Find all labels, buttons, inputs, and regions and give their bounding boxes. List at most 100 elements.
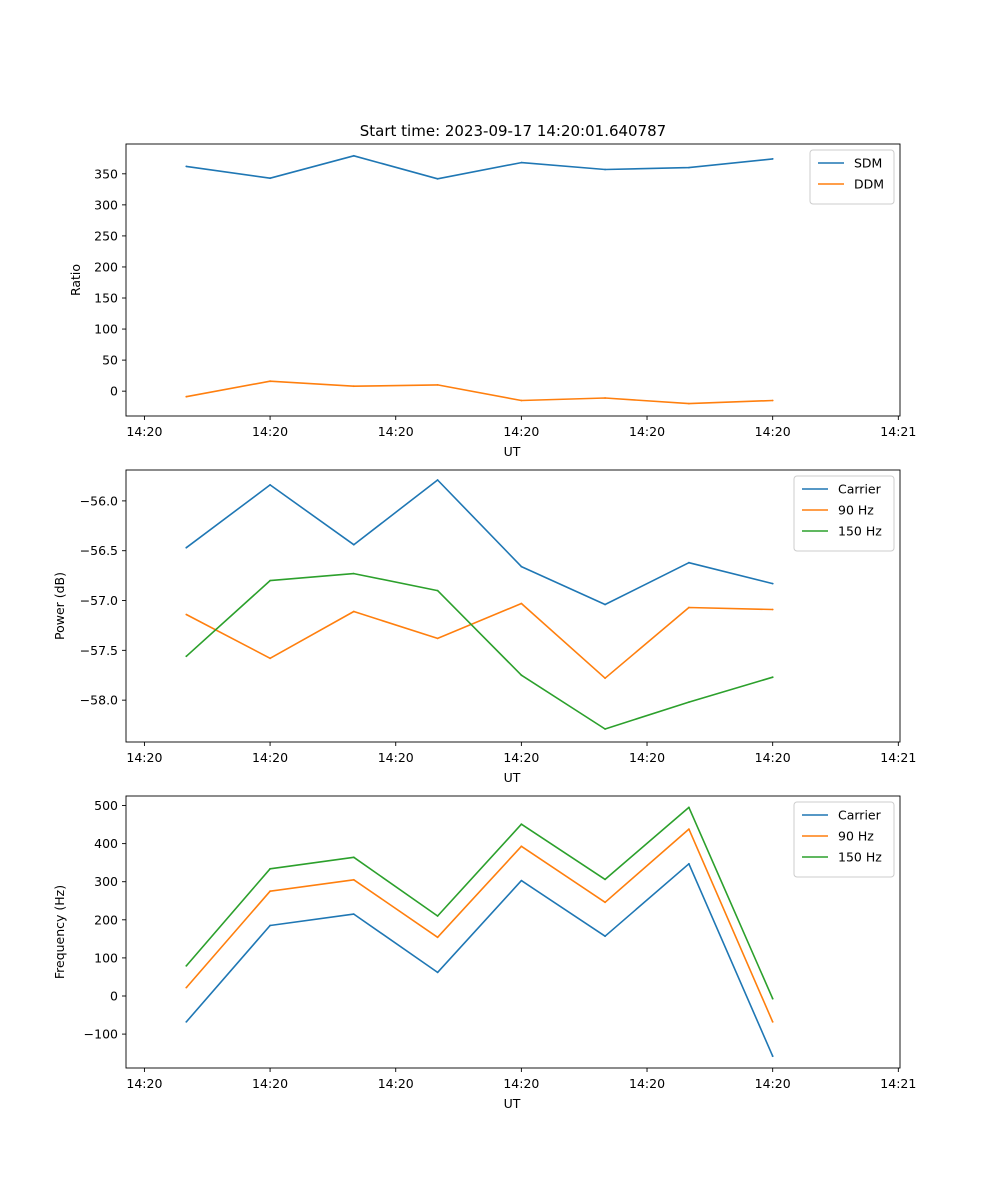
- data-point: [185, 613, 188, 616]
- legend-entry-label: Carrier: [838, 808, 882, 823]
- y-tick-label: 400: [94, 836, 118, 851]
- data-point: [771, 608, 774, 611]
- data-point: [604, 728, 606, 730]
- data-point: [688, 606, 690, 609]
- data-point: [771, 1055, 774, 1058]
- legend: SDM DDM: [809, 149, 895, 205]
- series-line-carrier: [185, 862, 774, 1057]
- y-axis-label: Power (dB): [52, 572, 67, 640]
- legend-entry-label: Carrier: [838, 482, 882, 497]
- y-tick-label: −100: [84, 1027, 118, 1042]
- data-point: [185, 395, 188, 398]
- y-tick-label: 100: [94, 322, 118, 337]
- x-tick-label: 14:21: [880, 424, 916, 439]
- legend-entry-label: SDM: [854, 156, 882, 171]
- data-point: [520, 399, 523, 402]
- x-axis-label: UT: [504, 1096, 521, 1111]
- data-point: [352, 572, 355, 575]
- data-point: [436, 384, 439, 386]
- legend-entry-label: 150 Hz: [838, 850, 882, 865]
- data-point: [352, 878, 355, 881]
- x-axis-label: UT: [504, 444, 521, 459]
- data-point: [688, 806, 690, 809]
- data-point: [436, 479, 439, 481]
- x-tick-label: 14:20: [378, 750, 414, 765]
- data-point: [352, 543, 355, 546]
- data-point: [520, 823, 523, 826]
- y-tick-label: −56.0: [80, 493, 118, 508]
- data-point: [520, 879, 523, 882]
- data-point: [520, 161, 523, 164]
- data-point: [604, 603, 606, 606]
- y-tick-label: 300: [94, 197, 118, 212]
- x-tick-label: 14:20: [252, 750, 288, 765]
- series-line-ddm: [186, 380, 773, 405]
- y-tick-label: 200: [94, 912, 118, 927]
- y-tick-label: −56.5: [80, 543, 118, 558]
- axes-frame: [125, 795, 901, 1069]
- data-point: [185, 986, 188, 989]
- data-point: [688, 701, 690, 703]
- legend-box: [793, 475, 895, 552]
- data-point: [436, 971, 439, 974]
- legend-entry-label: 150 Hz: [838, 524, 882, 539]
- data-point: [604, 677, 606, 680]
- x-tick-label: 14:20: [755, 750, 791, 765]
- x-tick-label: 14:20: [252, 424, 288, 439]
- x-tick-label: 14:20: [126, 1076, 162, 1091]
- data-point: [436, 915, 439, 917]
- chart-title: Start time: 2023-09-17 14:20:01.640787: [360, 122, 666, 140]
- y-tick-label: −57.0: [80, 593, 118, 608]
- legend-entry-label: DDM: [854, 177, 884, 192]
- series-line-150-hz: [185, 806, 774, 1000]
- x-tick-label: 14:20: [378, 1076, 414, 1091]
- panel-2: 14:20 14:20 14:20 14:20 14:20 14:20 14:21 −58.0…: [52, 469, 916, 785]
- data-point: [185, 965, 188, 967]
- x-tick-label: 14:20: [378, 424, 414, 439]
- data-point: [688, 166, 690, 169]
- legend: Carrier 90 Hz 150 Hz: [793, 801, 895, 878]
- data-point: [269, 890, 271, 893]
- axes-frame: [125, 469, 901, 743]
- series-line-sdm: [186, 155, 773, 180]
- data-point: [520, 602, 523, 605]
- data-point: [436, 177, 439, 180]
- legend-entry-label: 90 Hz: [838, 829, 874, 844]
- data-point: [520, 565, 523, 568]
- x-tick-label: 14:20: [755, 424, 791, 439]
- y-tick-label: −58.0: [80, 693, 118, 708]
- data-point: [269, 867, 271, 870]
- y-tick-label: 100: [94, 950, 118, 965]
- x-axis-label: UT: [504, 770, 521, 785]
- y-axis-label: Ratio: [68, 264, 83, 296]
- data-point: [269, 924, 271, 927]
- data-point: [771, 158, 774, 160]
- axes-frame: [125, 143, 901, 417]
- x-tick-label: 14:20: [503, 750, 539, 765]
- data-point: [688, 561, 690, 564]
- legend-box: [793, 801, 895, 878]
- data-point: [771, 676, 774, 679]
- y-tick-label: 0: [110, 989, 118, 1004]
- data-point: [771, 399, 774, 402]
- y-tick-label: 300: [94, 874, 118, 889]
- y-tick-label: 150: [94, 291, 118, 306]
- data-point: [436, 589, 439, 592]
- data-point: [688, 828, 690, 830]
- data-point: [185, 655, 188, 658]
- data-point: [269, 579, 271, 582]
- data-point: [771, 582, 774, 585]
- x-tick-label: 14:20: [629, 424, 665, 439]
- legend: Carrier 90 Hz 150 Hz: [793, 475, 895, 552]
- data-point: [352, 913, 355, 915]
- y-axis-label: Frequency (Hz): [52, 885, 67, 979]
- y-tick-label: 250: [94, 228, 118, 243]
- data-point: [520, 674, 523, 677]
- data-point: [185, 165, 188, 168]
- data-point: [185, 1021, 188, 1023]
- x-tick-label: 14:20: [503, 424, 539, 439]
- data-point: [688, 402, 690, 405]
- x-tick-label: 14:20: [126, 750, 162, 765]
- data-point: [604, 878, 606, 881]
- data-point: [604, 935, 606, 938]
